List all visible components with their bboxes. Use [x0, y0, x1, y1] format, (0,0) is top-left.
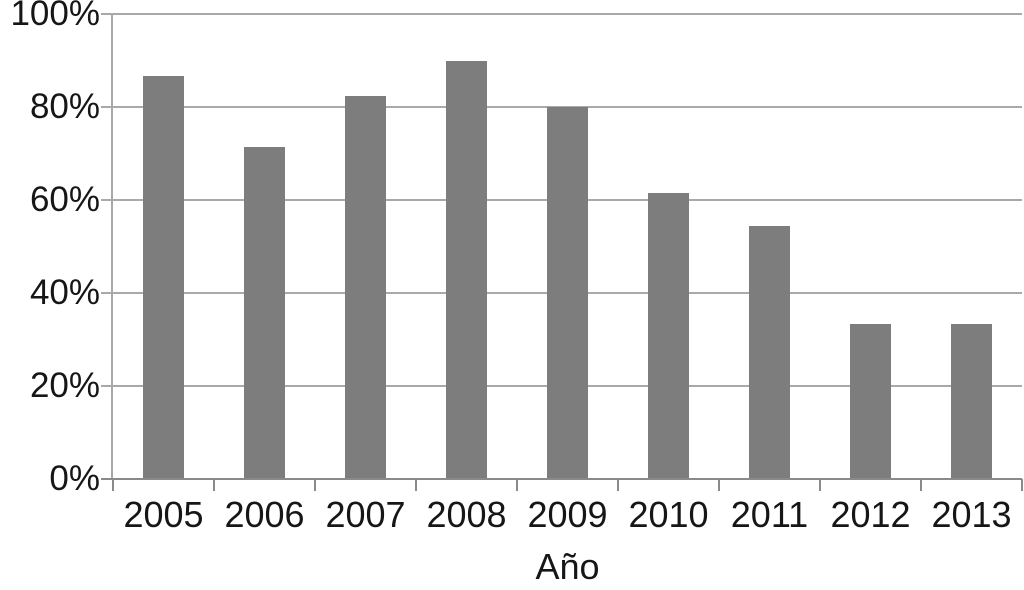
y-tick-label: 20%: [29, 366, 100, 405]
bar-slot: [416, 14, 517, 479]
bar-slot: [315, 14, 416, 479]
plot-area: [101, 13, 1023, 491]
x-axis-title: Año: [535, 546, 600, 587]
x-axis-tick: [819, 479, 821, 491]
x-tick-label: 2010: [628, 494, 709, 535]
bar-2009: [547, 107, 588, 479]
x-tick-label: 2013: [931, 494, 1012, 535]
y-tick-label: 100%: [10, 0, 100, 33]
bar-2011: [749, 225, 790, 479]
x-tick-label: 2012: [830, 494, 911, 535]
x-tick-label: 2011: [730, 494, 809, 535]
bar-2010: [648, 193, 689, 479]
y-tick-label: 60%: [29, 180, 100, 219]
x-axis-labels: 2005 2006 2007 2008 2009 2010 2011 2012 2013: [113, 494, 1022, 536]
gridline: [101, 13, 1022, 15]
x-axis-tick: [212, 479, 215, 491]
x-tick-label: 2007: [325, 494, 406, 535]
x-axis-tick: [919, 479, 922, 491]
x-tick-label: 2006: [224, 494, 305, 535]
x-tick-label: 2008: [426, 494, 507, 535]
x-axis-tick: [617, 479, 619, 491]
bar-2013: [951, 324, 992, 479]
bar-2006: [244, 147, 285, 479]
x-tick-label: 2009: [527, 494, 608, 535]
bars-layer: [113, 14, 1022, 479]
x-axis-line: [101, 478, 1022, 480]
bar-2005: [143, 75, 184, 479]
bar-2008: [446, 60, 487, 479]
x-axis-tick: [717, 479, 720, 491]
bar-slot: [113, 14, 214, 479]
x-axis-tick: [414, 479, 417, 491]
y-tick-label: 80%: [29, 87, 100, 126]
x-axis-tick: [313, 479, 316, 491]
bar-slot: [517, 14, 618, 479]
x-axis-tick: [1021, 479, 1023, 491]
bar-slot: [618, 14, 719, 479]
y-axis-labels: 0% 20% 40% 60% 80% 100%: [0, 0, 100, 498]
bar-slot: [214, 14, 315, 479]
y-tick-label: 0%: [49, 459, 100, 498]
bar-slot: [719, 14, 820, 479]
bar-slot: [820, 14, 921, 479]
y-tick-label: 40%: [29, 273, 100, 312]
bar-slot: [921, 14, 1022, 479]
x-tick-label: 2005: [123, 494, 204, 535]
x-axis-tick: [515, 479, 518, 491]
x-axis-tick: [112, 479, 114, 491]
bar-2007: [345, 95, 386, 479]
bar-2012: [850, 324, 891, 479]
